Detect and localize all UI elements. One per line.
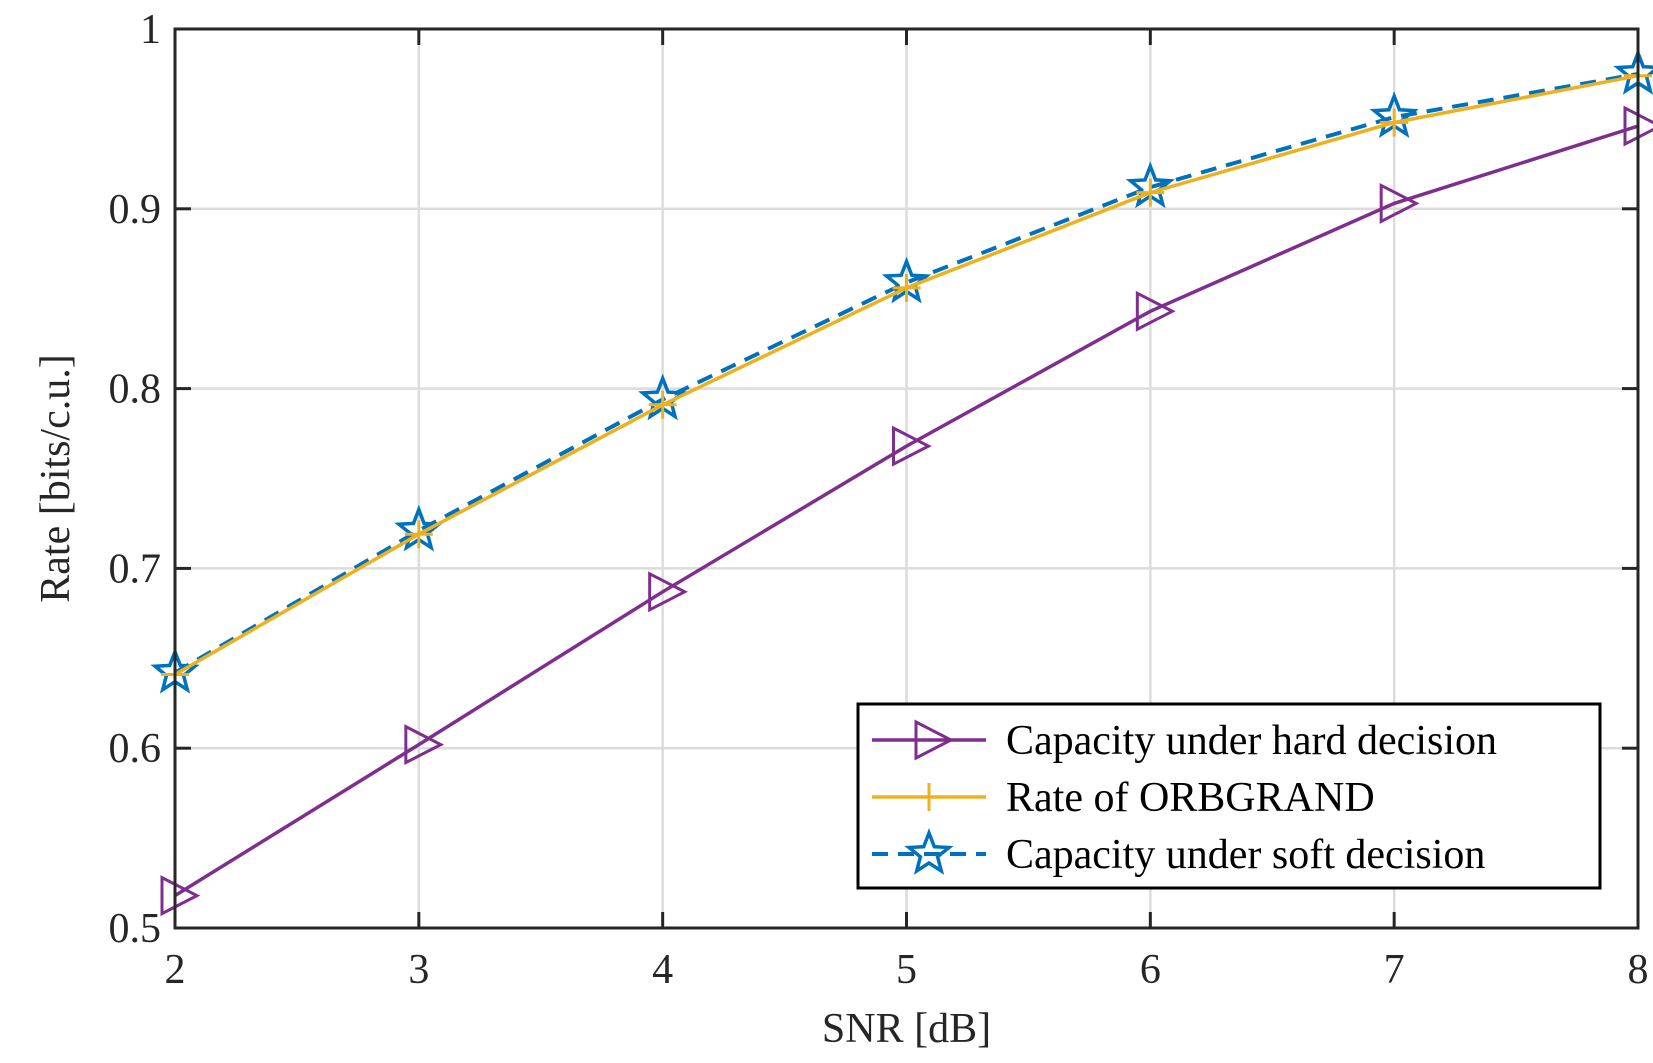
y-tick-label: 0.8	[109, 367, 162, 413]
legend-entry: Capacity under soft decision	[872, 828, 1485, 878]
data-point-marker	[1613, 48, 1653, 95]
series-line	[174, 124, 1639, 898]
data-point-marker	[914, 719, 955, 761]
y-tick-label: 0.6	[109, 726, 162, 772]
data-point-marker	[648, 571, 688, 613]
data-point-marker	[648, 390, 677, 419]
x-tick-label: 4	[652, 947, 673, 993]
data-point-marker	[904, 828, 954, 875]
legend: Capacity under hard decision Rate of ORBG…	[856, 702, 1602, 890]
x-tick-label: 8	[1628, 947, 1649, 993]
x-tick-label: 7	[1384, 947, 1405, 993]
data-point-marker	[1379, 182, 1420, 224]
x-axis-label: SNR [dB]	[822, 1006, 991, 1052]
y-axis-label: Rate [bits/c.u.]	[33, 354, 79, 602]
tick-labels: 2 3 4 5 6 7 8 0.5 0.6 0.7 0.8 0.9 1	[109, 7, 1649, 993]
data-point-marker	[1380, 108, 1409, 137]
legend-entry: Capacity under hard decision	[872, 718, 1497, 764]
series-capacity-under-soft-decision	[150, 48, 1653, 694]
legend-entry: Rate of ORBGRAND	[872, 775, 1375, 821]
legend-label: Rate of ORBGRAND	[1006, 775, 1375, 821]
data-point-marker	[1135, 290, 1176, 332]
legend-label: Capacity under hard decision	[1006, 718, 1497, 764]
data-point-marker	[1623, 105, 1653, 147]
x-tick-label: 5	[896, 947, 917, 993]
data-point-marker	[892, 425, 932, 467]
axis-ticks	[173, 27, 1640, 930]
y-tick-label: 1	[140, 7, 161, 53]
x-tick-label: 3	[408, 947, 429, 993]
y-tick-label: 0.9	[109, 187, 162, 233]
data-point-marker	[404, 520, 433, 549]
data-point-marker	[404, 724, 445, 766]
data-point-marker	[892, 273, 921, 302]
x-tick-label: 6	[1140, 947, 1161, 993]
data-point-marker	[915, 783, 943, 811]
y-tick-label: 0.5	[109, 906, 162, 952]
x-tick-label: 2	[165, 947, 186, 993]
y-tick-label: 0.7	[109, 546, 162, 592]
legend-label: Capacity under soft decision	[1006, 832, 1485, 878]
plot-series	[150, 48, 1653, 917]
data-point-marker	[1136, 178, 1165, 207]
data-point-marker	[160, 875, 201, 917]
series-capacity-under-hard-decision	[160, 105, 1653, 917]
